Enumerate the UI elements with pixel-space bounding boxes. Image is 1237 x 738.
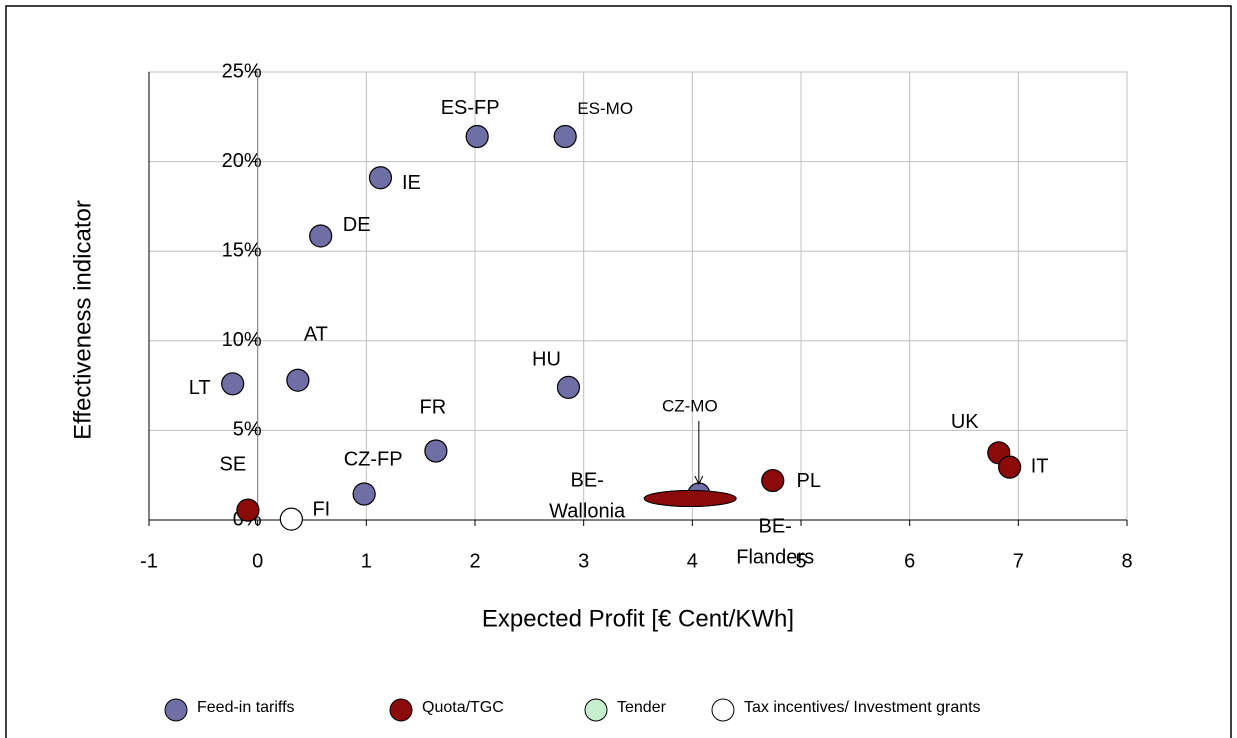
point-label: CZ-MO [662,397,718,416]
y-tick-label: 20% [222,150,262,172]
label-line: BE- [570,470,603,492]
point-label: FR [420,396,447,418]
point [553,124,577,149]
x-tick-label: 8 [1121,550,1132,572]
x-tick-label: 6 [904,550,915,572]
plot-area [148,71,1128,521]
legend-label: Quota/TGC [422,699,504,716]
point [236,498,260,522]
label-line: Wallonia [549,501,626,523]
legend-marker [711,698,735,722]
x-tick-label: 0 [252,550,263,572]
x-tick-label: 5 [795,550,806,572]
point-label: ES-MO [577,99,633,118]
point [279,507,303,531]
y-tick-label: 25% [222,60,262,82]
x-axis-title: Expected Profit [€ Cent/KWh] [482,605,794,632]
point-label: UK [951,411,979,433]
point [309,224,333,248]
point-label: LT [189,377,211,399]
x-tick-label: 2 [469,550,480,572]
point-label: SE [220,453,247,475]
point [556,375,581,399]
x-tick-label: 4 [687,550,698,572]
point [761,468,785,493]
point-label: PL [797,470,821,492]
chart-frame [5,5,1232,738]
point [465,124,489,149]
legend-label: Tender [617,699,667,716]
point [221,372,245,396]
y-tick-label: 15% [222,239,262,261]
point [424,439,448,463]
arrow [694,421,704,486]
y-tick-label: 10% [222,329,262,351]
x-tick-label: -1 [140,550,158,572]
x-tick-label: 1 [361,550,372,572]
point-label: IE [402,172,421,194]
point-label: AT [304,324,328,346]
y-axis-title: Effectiveness indicator [69,200,96,440]
legend-marker [389,698,413,722]
point [286,368,310,392]
point [368,166,393,190]
point-label: IT [1031,455,1049,477]
legend-label: Feed-in tariffs [197,699,295,716]
point [352,482,376,506]
x-tick-label: 7 [1013,550,1024,572]
point-label: CZ-FP [344,448,403,470]
point-label: BE- Wallonia [549,470,626,523]
legend-marker [164,698,188,722]
point-label: ES-FP [441,97,500,119]
point-label: BE- Flanders [736,516,814,569]
label-line: BE- [758,516,791,538]
y-tick-label: 5% [233,419,262,441]
x-tick-label: 3 [578,550,589,572]
point-label: FI [312,498,330,520]
point-label: HU [532,349,561,371]
point-label: DE [343,214,371,236]
label-line: Flanders [736,547,814,569]
point [643,489,737,507]
legend-marker [584,698,608,722]
legend-label: Tax incentives/ Investment grants [744,699,981,716]
point [998,455,1022,479]
